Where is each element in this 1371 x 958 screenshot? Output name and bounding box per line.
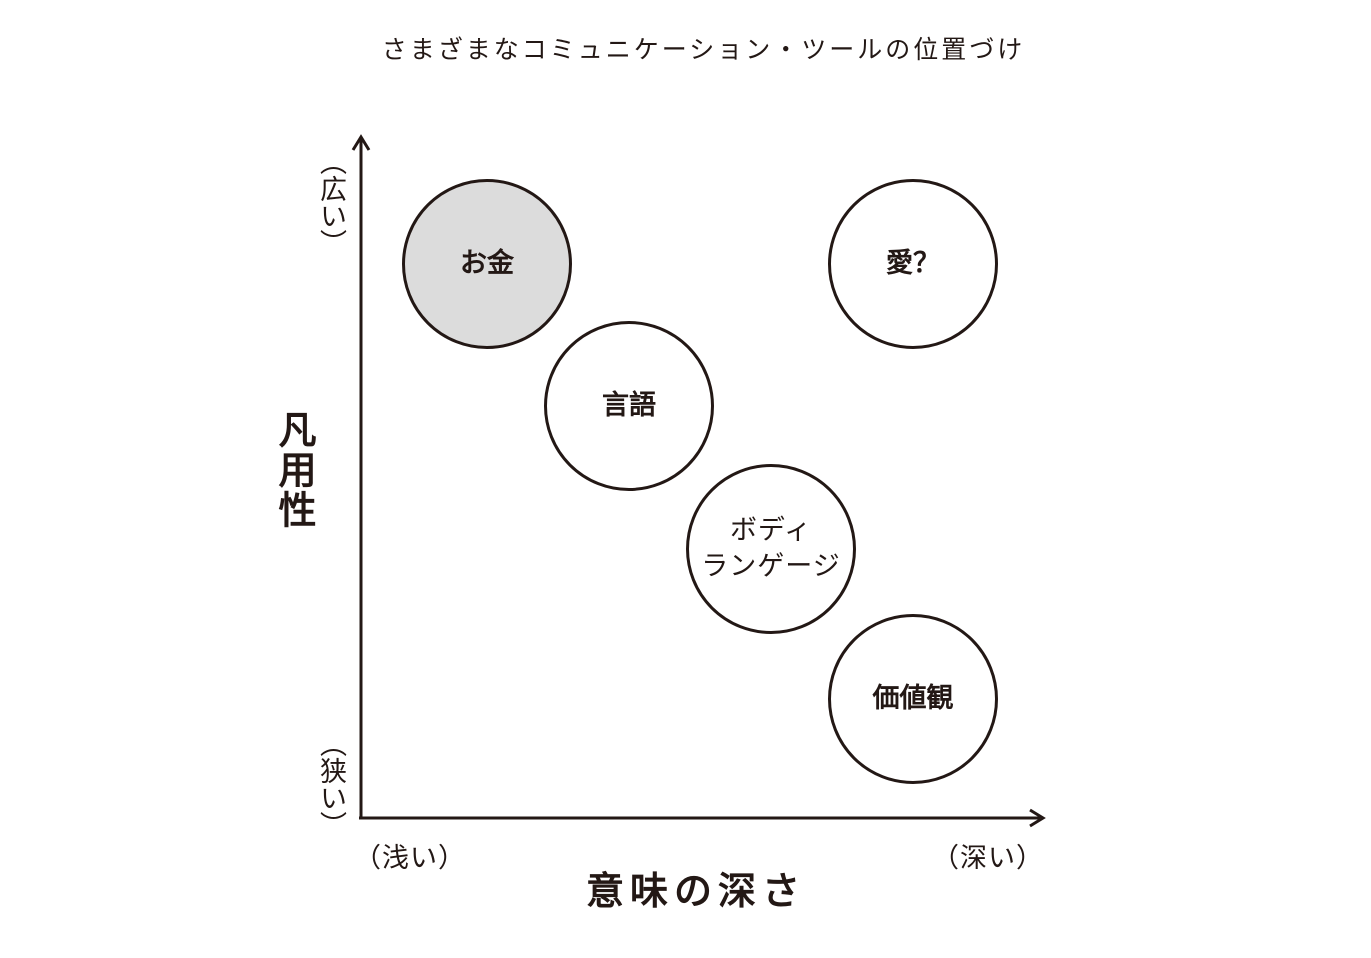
node-love-label: 愛？ [886,248,940,279]
node-body-language-line1: ボディ [729,515,813,546]
y-axis-top-label: （広い） [315,148,346,256]
node-values: 価値観 [828,614,998,784]
node-money-label: お金 [460,248,514,279]
node-money: お金 [402,179,572,349]
node-values-label: 価値観 [872,683,954,714]
node-body-language-line2: ランゲージ [701,551,841,582]
diagram-title: さまざまなコミュニケーション・ツールの位置づけ [381,35,1026,64]
node-language-label: 言語 [602,390,656,421]
x-axis-right-label: （深い） [932,843,1044,874]
y-axis-label: 凡用性 [272,410,316,530]
y-axis-bottom-label: （狭い） [315,730,346,838]
x-axis-arrowhead [1029,808,1046,828]
x-axis-left-label: （浅い） [354,843,466,874]
node-language: 言語 [544,321,714,491]
y-axis-arrowhead [351,134,371,151]
node-love: 愛？ [828,179,998,349]
x-axis-label: 意味の深さ [586,869,807,913]
node-body-language: ボディ ランゲージ [686,464,856,634]
